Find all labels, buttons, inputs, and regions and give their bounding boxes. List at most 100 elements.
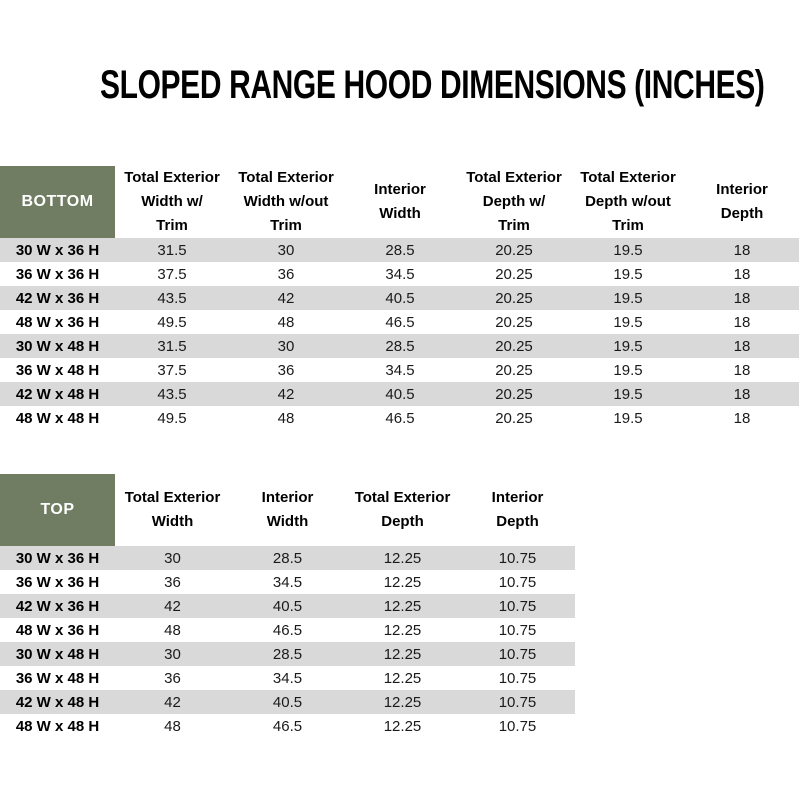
cell-value: 43.5	[157, 385, 187, 403]
cell-value: 12.25	[383, 669, 422, 687]
table-row: 48 W x 36 H 48 46.5 12.25 10.75	[0, 618, 575, 642]
cell-value: 20.25	[495, 361, 533, 379]
bottom-table-corner-label: BOTTOM	[0, 166, 115, 238]
cell-value: 30	[277, 241, 295, 259]
column-header: Total Exterior Width	[124, 489, 221, 530]
table-row: 30 W x 36 H 30 28.5 12.25 10.75	[0, 546, 575, 570]
cell-value: 12.25	[383, 717, 422, 735]
table-row: 42 W x 36 H 42 40.5 12.25 10.75	[0, 594, 575, 618]
cell-value: 49.5	[157, 313, 187, 331]
column-header: Total Exterior Width w/ Trim	[124, 169, 220, 234]
row-label: 42 W x 36 H	[15, 289, 100, 307]
cell-value: 30	[277, 337, 295, 355]
cell-value: 34.5	[272, 573, 303, 591]
table-row: 42 W x 36 H 43.5 42 40.5 20.25 19.5 18	[0, 286, 799, 310]
cell-value: 10.75	[498, 621, 537, 639]
top-table-header-row: TOP Total Exterior Width Interior Width Tot…	[0, 474, 575, 546]
cell-value: 20.25	[495, 337, 533, 355]
cell-value: 40.5	[272, 693, 303, 711]
row-label: 36 W x 36 H	[15, 265, 100, 283]
table-row: 30 W x 48 H 30 28.5 12.25 10.75	[0, 642, 575, 666]
cell-value: 28.5	[385, 241, 415, 259]
cell-value: 36	[277, 265, 295, 283]
cell-value: 18	[733, 361, 751, 379]
cell-value: 48	[277, 313, 295, 331]
cell-value: 19.5	[613, 289, 643, 307]
bottom-table-header-row: BOTTOM Total Exterior Width w/ Trim Total …	[0, 166, 799, 238]
cell-value: 19.5	[613, 385, 643, 403]
table-row: 36 W x 48 H 37.5 36 34.5 20.25 19.5 18	[0, 358, 799, 382]
cell-value: 46.5	[385, 409, 415, 427]
column-header: Interior Width	[374, 181, 426, 222]
table-row: 36 W x 48 H 36 34.5 12.25 10.75	[0, 666, 575, 690]
cell-value: 28.5	[272, 645, 303, 663]
cell-value: 18	[733, 313, 751, 331]
row-label: 36 W x 48 H	[15, 361, 100, 379]
cell-value: 19.5	[613, 337, 643, 355]
cell-value: 19.5	[613, 361, 643, 379]
table-row: 36 W x 36 H 37.5 36 34.5 20.25 19.5 18	[0, 262, 799, 286]
row-label: 42 W x 48 H	[15, 693, 100, 711]
row-label: 48 W x 36 H	[15, 621, 100, 639]
row-label: 48 W x 48 H	[15, 409, 100, 427]
cell-value: 40.5	[385, 289, 415, 307]
cell-value: 30	[164, 645, 181, 663]
cell-value: 20.25	[495, 241, 533, 259]
cell-value: 10.75	[498, 597, 537, 615]
cell-value: 20.25	[495, 385, 533, 403]
cell-value: 20.25	[495, 313, 533, 331]
cell-value: 10.75	[498, 549, 537, 567]
cell-value: 18	[733, 241, 751, 259]
top-table: TOP Total Exterior Width Interior Width Tot…	[0, 474, 575, 738]
cell-value: 37.5	[157, 265, 187, 283]
table-row: 42 W x 48 H 43.5 42 40.5 20.25 19.5 18	[0, 382, 799, 406]
cell-value: 48	[277, 409, 295, 427]
row-label: 30 W x 36 H	[15, 241, 100, 259]
table-row: 48 W x 48 H 48 46.5 12.25 10.75	[0, 714, 575, 738]
cell-value: 46.5	[385, 313, 415, 331]
cell-value: 19.5	[613, 313, 643, 331]
row-label: 42 W x 36 H	[15, 597, 100, 615]
column-header: Total Exterior Depth w/ Trim	[466, 169, 562, 234]
table-row: 36 W x 36 H 36 34.5 12.25 10.75	[0, 570, 575, 594]
row-label: 30 W x 48 H	[15, 337, 100, 355]
cell-value: 10.75	[498, 693, 537, 711]
table-row: 30 W x 36 H 31.5 30 28.5 20.25 19.5 18	[0, 238, 799, 262]
cell-value: 49.5	[157, 409, 187, 427]
top-table-corner-label: TOP	[0, 474, 115, 546]
cell-value: 12.25	[383, 549, 422, 567]
cell-value: 34.5	[272, 669, 303, 687]
row-label: 42 W x 48 H	[15, 385, 100, 403]
page-title: SLOPED RANGE HOOD DIMENSIONS (INCHES)	[100, 63, 765, 107]
cell-value: 42	[164, 597, 181, 615]
cell-value: 18	[733, 265, 751, 283]
cell-value: 40.5	[272, 597, 303, 615]
cell-value: 43.5	[157, 289, 187, 307]
cell-value: 36	[164, 669, 181, 687]
cell-value: 46.5	[272, 717, 303, 735]
cell-value: 40.5	[385, 385, 415, 403]
column-header: Total Exterior Depth w/out Trim	[580, 169, 676, 234]
cell-value: 28.5	[272, 549, 303, 567]
bottom-table: BOTTOM Total Exterior Width w/ Trim Total …	[0, 166, 799, 430]
cell-value: 42	[277, 289, 295, 307]
cell-value: 10.75	[498, 669, 537, 687]
cell-value: 12.25	[383, 645, 422, 663]
cell-value: 18	[733, 385, 751, 403]
cell-value: 46.5	[272, 621, 303, 639]
row-label: 30 W x 48 H	[15, 645, 100, 663]
cell-value: 48	[164, 621, 181, 639]
cell-value: 36	[164, 573, 181, 591]
cell-value: 42	[164, 693, 181, 711]
cell-value: 37.5	[157, 361, 187, 379]
column-header: Interior Depth	[716, 181, 768, 222]
cell-value: 10.75	[498, 645, 537, 663]
column-header: Total Exterior Width w/out Trim	[238, 169, 334, 234]
column-header: Interior Depth	[491, 489, 544, 530]
table-row: 30 W x 48 H 31.5 30 28.5 20.25 19.5 18	[0, 334, 799, 358]
table-row: 48 W x 48 H 49.5 48 46.5 20.25 19.5 18	[0, 406, 799, 430]
row-label: 36 W x 36 H	[15, 573, 100, 591]
row-label: 30 W x 36 H	[15, 549, 100, 567]
cell-value: 18	[733, 289, 751, 307]
cell-value: 19.5	[613, 241, 643, 259]
